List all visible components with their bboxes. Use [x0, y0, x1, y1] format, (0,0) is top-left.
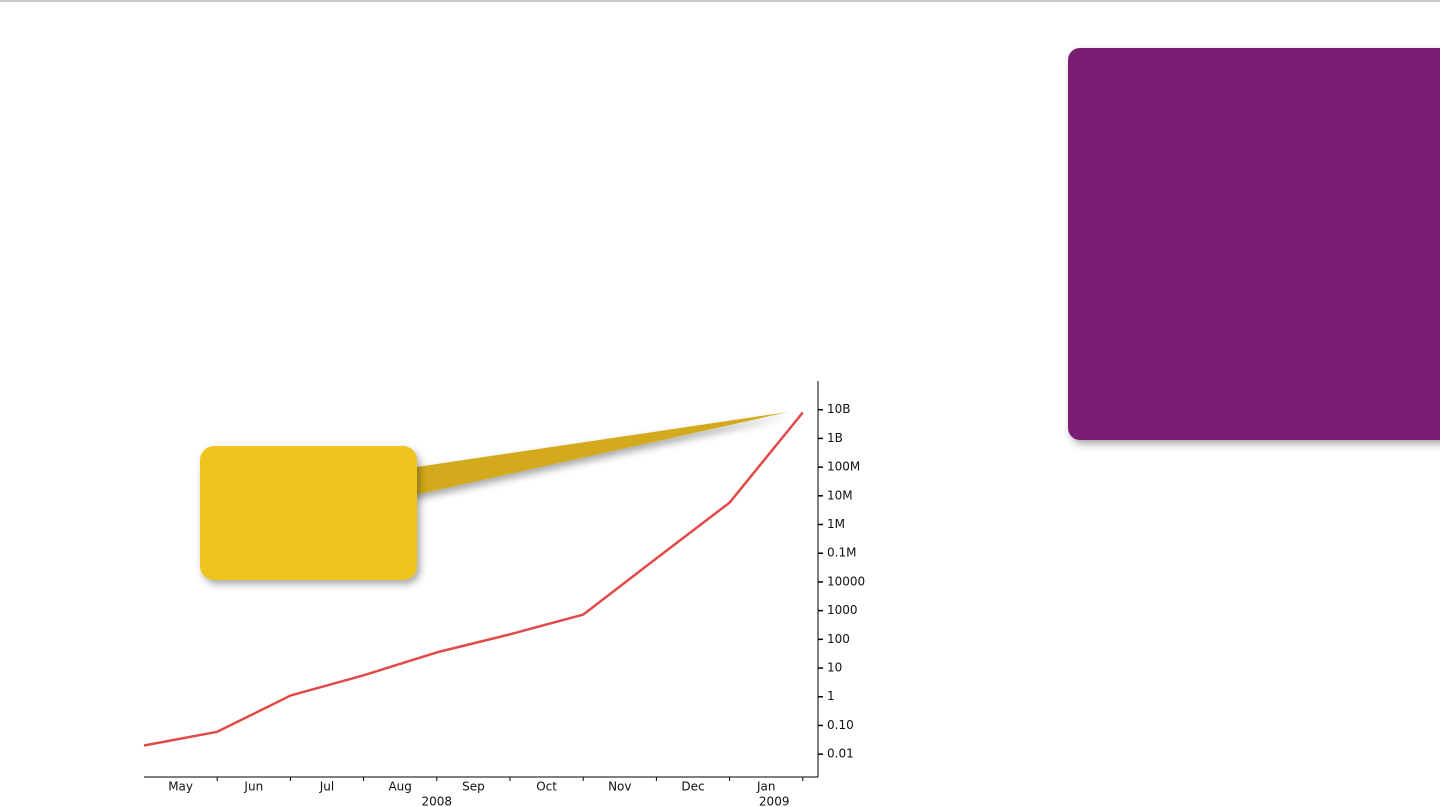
y-tick-label: 0.1M: [827, 546, 856, 560]
y-tick-label: 1B: [827, 431, 843, 445]
y-tick-label: 10: [827, 661, 842, 675]
y-tick-label: 10B: [827, 402, 851, 416]
x-tick-label: Aug: [388, 780, 411, 794]
y-tick-label: 100M: [827, 460, 860, 474]
purple-panel: [1068, 48, 1440, 440]
x-tick-label: Jan: [756, 780, 776, 794]
chart: 0.01 0.10 1 10 100 1000 10000 0.1M 1M 10M 100M 1B 10…: [143, 381, 865, 807]
x-tick-label: Jul: [319, 780, 334, 794]
y-tick-label: 10000: [827, 574, 865, 588]
x-tick-label: Nov: [608, 780, 631, 794]
callout-box: [200, 446, 417, 580]
data-line: [143, 411, 804, 747]
y-tick-label: 1000: [827, 603, 858, 617]
y-tick-label: 1M: [827, 517, 845, 531]
year-label: 2008: [422, 795, 453, 807]
y-tick-label: 100: [827, 632, 850, 646]
y-tick-label: 0.10: [827, 718, 854, 732]
callout-pointer: [410, 412, 788, 496]
x-tick-label: Sep: [462, 780, 485, 794]
y-tick-label: 0.01: [827, 747, 854, 761]
y-tick-label: 10M: [827, 488, 853, 502]
y-tick-label: 1: [827, 689, 835, 703]
x-tick-label: Dec: [681, 780, 704, 794]
year-label: 2009: [759, 795, 790, 807]
x-tick-label: Oct: [536, 780, 557, 794]
x-tick-label: May: [168, 780, 193, 794]
x-tick-label: Jun: [243, 780, 263, 794]
